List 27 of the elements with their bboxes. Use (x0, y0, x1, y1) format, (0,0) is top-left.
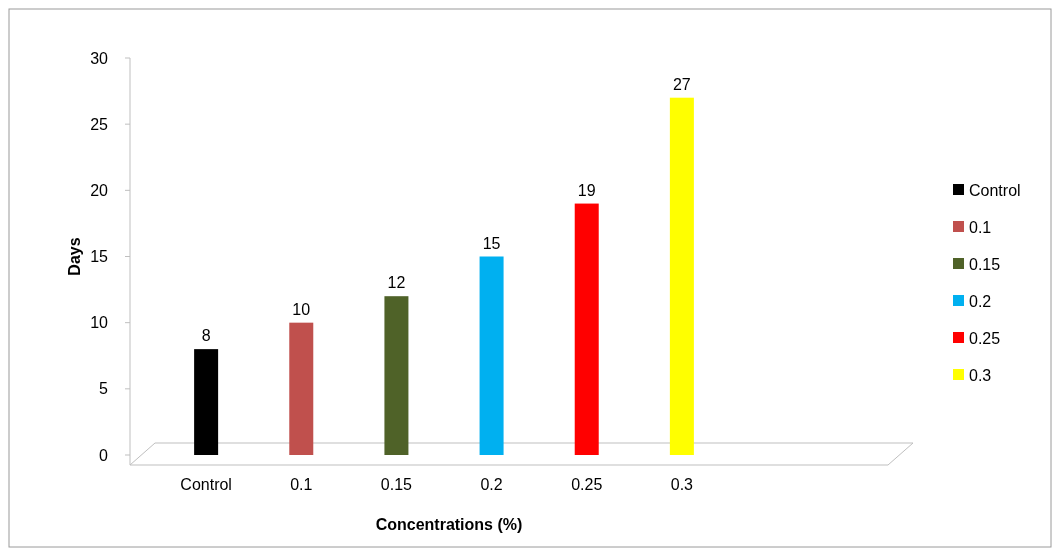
x-tick-label: 0.2 (480, 476, 503, 493)
y-axis-title: Days (66, 237, 83, 276)
legend-label: 0.15 (969, 255, 1001, 273)
x-axis-title: Concentrations (%) (375, 516, 523, 533)
legend-label: 0.1 (969, 218, 992, 236)
data-label: 8 (201, 327, 211, 345)
x-tick-label: 0.3 (670, 476, 694, 493)
data-label: 19 (577, 181, 596, 199)
y-tick-label: 5 (99, 380, 109, 398)
y-tick-label: 20 (90, 181, 109, 199)
y-tick-label: 30 (90, 49, 109, 67)
data-label: 15 (482, 234, 501, 252)
y-tick-label: 0 (99, 446, 109, 464)
y-tick-label: 10 (90, 314, 109, 332)
y-tick-label: 15 (90, 248, 109, 266)
legend-label: Control (969, 181, 1021, 199)
legend-label: 0.2 (969, 292, 992, 310)
legend-label: 0.3 (969, 366, 992, 384)
x-tick-label: 0.25 (571, 476, 603, 493)
legend-label: 0.25 (969, 329, 1001, 347)
data-label: 12 (387, 274, 406, 292)
y-tick-label: 25 (90, 115, 109, 133)
data-label: 27 (672, 75, 691, 93)
x-tick-label: Control (180, 476, 232, 493)
x-tick-label: 0.1 (290, 476, 313, 493)
data-label: 10 (292, 300, 311, 318)
x-tick-label: 0.15 (380, 476, 413, 493)
